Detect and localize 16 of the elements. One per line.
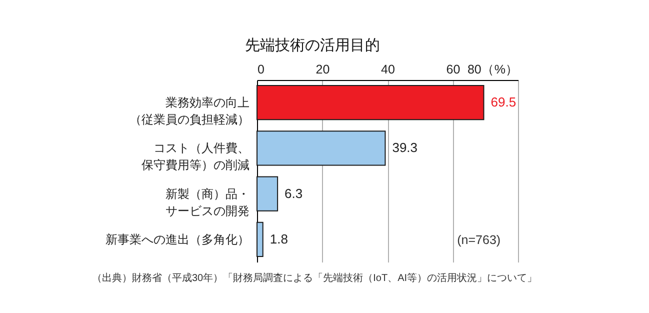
x-tick-label: 60 [446, 62, 460, 76]
y-tick-label: 新製（商）品・サービスの開発 [166, 186, 250, 218]
data-label: 1.8 [270, 231, 288, 246]
chart-title: 先端技術の活用目的 [245, 37, 380, 54]
x-tick-label: 40 [381, 62, 395, 76]
data-label: 6.3 [284, 186, 303, 201]
data-label: 39.3 [392, 140, 418, 156]
data-label: 69.5 [490, 94, 516, 110]
y-tick-label: 新事業への進出（多角化） [106, 232, 250, 246]
annotation: (n=763) [457, 233, 501, 247]
y-tick-label: コスト（人件費、保守費用等）の削減 [142, 141, 250, 172]
text: （出典）財務省（平成30年）「財務局調査による「先端技術（IoT、AI等）の活用状況」について」 [92, 272, 538, 284]
x-tick-label: 20 [316, 62, 330, 76]
x-tick-label: 80（%） [467, 62, 518, 76]
y-tick-label: 業務効率の向上（従業員の負担軽減） [130, 96, 250, 127]
x-tick-label: 0 [258, 62, 264, 76]
